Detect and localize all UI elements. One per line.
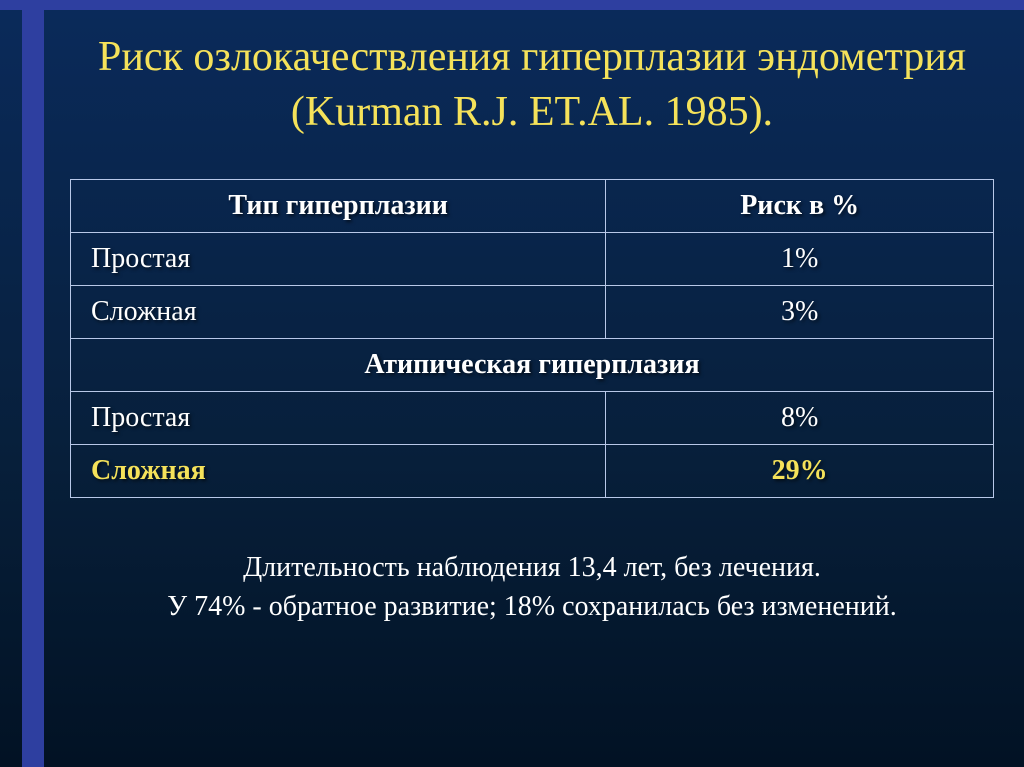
cell-type: Простая xyxy=(71,233,606,286)
slide-title: Риск озлокачествления гиперплазии эндоме… xyxy=(70,30,994,139)
table-row-highlight: Сложная 29% xyxy=(71,445,994,498)
risk-table: Тип гиперплазии Риск в % Простая 1% Слож… xyxy=(70,179,994,498)
content-area: Риск озлокачествления гиперплазии эндоме… xyxy=(70,30,994,627)
table-row: Простая 8% xyxy=(71,392,994,445)
cell-risk: 8% xyxy=(606,392,994,445)
table-row: Сложная 3% xyxy=(71,286,994,339)
header-cell-type: Тип гиперплазии xyxy=(71,180,606,233)
cell-type: Сложная xyxy=(71,286,606,339)
left-stripe xyxy=(22,10,44,767)
footer-line-2: У 74% - обратное развитие; 18% сохранила… xyxy=(70,587,994,626)
cell-risk: 29% xyxy=(606,445,994,498)
table-row: Простая 1% xyxy=(71,233,994,286)
cell-risk: 3% xyxy=(606,286,994,339)
cell-risk: 1% xyxy=(606,233,994,286)
table-header-row: Тип гиперплазии Риск в % xyxy=(71,180,994,233)
slide: Риск озлокачествления гиперплазии эндоме… xyxy=(0,0,1024,767)
cell-type: Простая xyxy=(71,392,606,445)
subheader-cell: Атипическая гиперплазия xyxy=(71,339,994,392)
header-cell-risk: Риск в % xyxy=(606,180,994,233)
footer-text: Длительность наблюдения 13,4 лет, без ле… xyxy=(70,548,994,626)
footer-line-1: Длительность наблюдения 13,4 лет, без ле… xyxy=(70,548,994,587)
table-subheader-row: Атипическая гиперплазия xyxy=(71,339,994,392)
cell-type: Сложная xyxy=(71,445,606,498)
